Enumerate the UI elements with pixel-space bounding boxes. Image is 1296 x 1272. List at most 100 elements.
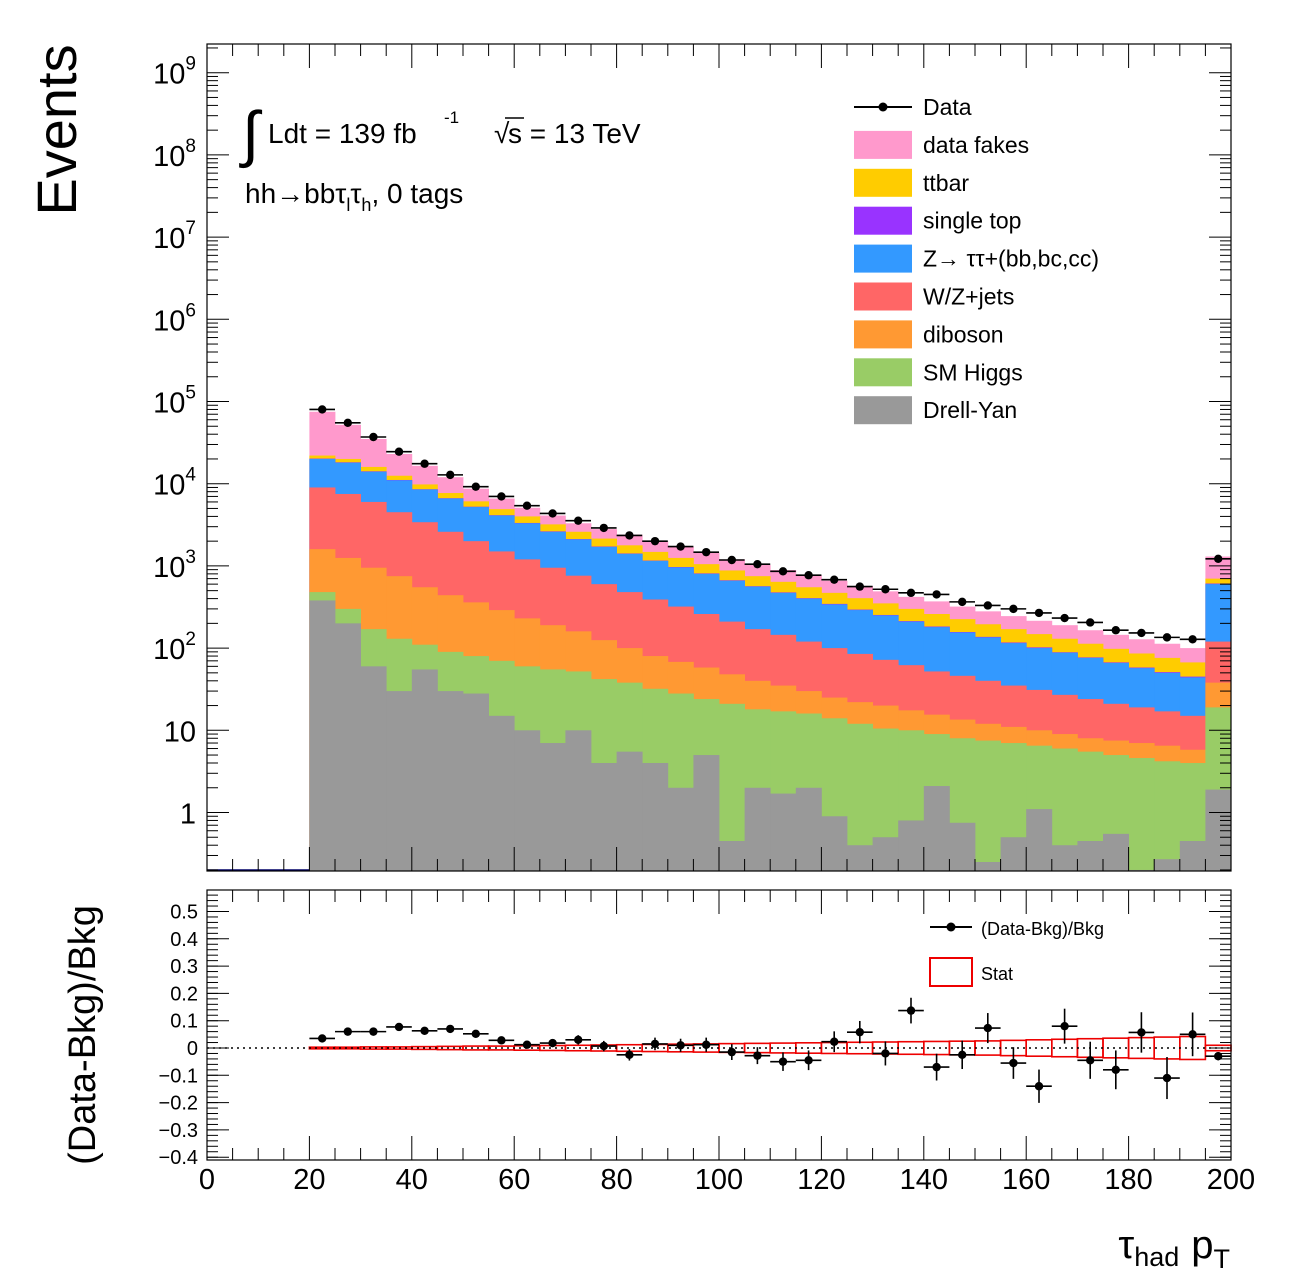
data-point bbox=[318, 405, 327, 414]
y-tick-label: 106 bbox=[153, 300, 196, 337]
ratio-point bbox=[778, 1057, 788, 1066]
ratio-legend-label: Stat bbox=[981, 964, 1013, 984]
data-point bbox=[1060, 613, 1069, 623]
x-tick-label: 160 bbox=[1002, 1164, 1050, 1196]
ratio-point bbox=[1214, 1051, 1223, 1061]
energy-text: s = 13 TeV bbox=[508, 118, 641, 149]
y-tick-label: 109 bbox=[153, 54, 196, 91]
data-point bbox=[599, 523, 608, 533]
legend-label: SM Higgs bbox=[923, 359, 1023, 385]
data-point bbox=[1137, 628, 1146, 638]
ratio-point bbox=[855, 1027, 864, 1037]
bar-drell-yan bbox=[847, 845, 873, 871]
ratio-legend-label: (Data-Bkg)/Bkg bbox=[981, 919, 1104, 939]
ratio-point bbox=[1060, 1021, 1069, 1031]
ratio-plot-area bbox=[207, 890, 1231, 1160]
y-tick-label: 10 bbox=[164, 716, 196, 748]
bar-drell-yan bbox=[744, 787, 771, 871]
bar-drell-yan bbox=[565, 730, 592, 871]
y-tick-label: 105 bbox=[153, 383, 196, 420]
data-point bbox=[906, 588, 916, 598]
ratio-point bbox=[471, 1029, 480, 1039]
bar-drell-yan bbox=[642, 763, 669, 871]
bar-drell-yan bbox=[411, 669, 438, 871]
data-point bbox=[804, 571, 813, 580]
ratio-y-tick-label: 0.1 bbox=[170, 1011, 198, 1033]
data-point bbox=[394, 447, 404, 456]
legend-label: data fakes bbox=[923, 132, 1029, 158]
ratio-y-tick-label: −0.4 bbox=[159, 1147, 198, 1169]
ratio-point bbox=[1162, 1073, 1172, 1083]
legend-swatch bbox=[854, 320, 912, 349]
ratio-points bbox=[309, 997, 1231, 1103]
ratio-point bbox=[394, 1022, 404, 1032]
x-tick-label: 140 bbox=[900, 1164, 948, 1196]
bar-drell-yan bbox=[1000, 837, 1027, 871]
bar-drell-yan bbox=[437, 691, 464, 871]
y-tick-label: 102 bbox=[153, 629, 196, 666]
ratio-point bbox=[1009, 1058, 1018, 1068]
y-tick-label: 107 bbox=[153, 218, 196, 255]
main-y-axis-label: Events bbox=[25, 44, 88, 215]
data-point bbox=[471, 482, 480, 491]
data-point bbox=[420, 459, 429, 468]
legend-swatch bbox=[854, 206, 912, 235]
x-tick-label: 60 bbox=[498, 1164, 530, 1196]
data-point bbox=[958, 597, 967, 607]
ratio-legend-marker bbox=[946, 922, 956, 932]
bar-drell-yan bbox=[616, 751, 643, 871]
data-point bbox=[548, 509, 557, 518]
bar-drell-yan bbox=[1154, 859, 1181, 871]
x-tick-label: 80 bbox=[600, 1164, 632, 1196]
ratio-y-tick-label: 0.5 bbox=[170, 902, 198, 924]
bar-drell-yan bbox=[821, 816, 848, 871]
legend-label: Drell-Yan bbox=[923, 397, 1017, 423]
sqrt-symbol: √ bbox=[494, 118, 510, 149]
data-point bbox=[497, 492, 506, 501]
data-point bbox=[574, 516, 583, 525]
ratio-y-tick-label: 0.4 bbox=[170, 929, 198, 951]
data-point bbox=[1214, 554, 1223, 564]
bar-drell-yan bbox=[514, 730, 541, 871]
bar-drell-yan bbox=[335, 623, 361, 871]
ratio-point bbox=[1188, 1030, 1197, 1039]
ratio-legend-swatch bbox=[929, 957, 973, 987]
ratio-legend: (Data-Bkg)/Bkg Stat bbox=[929, 919, 1104, 987]
bar-sm-higgs bbox=[975, 740, 1001, 871]
ratio-point bbox=[369, 1027, 378, 1036]
bar-drell-yan bbox=[923, 786, 950, 871]
ratio-point bbox=[420, 1026, 429, 1036]
bar-drell-yan bbox=[770, 793, 797, 871]
ratio-point bbox=[650, 1039, 660, 1049]
ratio-point bbox=[958, 1050, 967, 1060]
lumi-text: Ldt = 139 fb bbox=[268, 118, 417, 149]
legend-label: ttbar bbox=[923, 170, 969, 196]
ratio-y-tick-label: −0.1 bbox=[159, 1065, 198, 1087]
ratio-point bbox=[881, 1049, 890, 1058]
data-point bbox=[830, 575, 839, 584]
bar-drell-yan bbox=[949, 822, 976, 871]
legend-label: W/Z+jets bbox=[923, 284, 1014, 310]
ratio-y-tick-label: 0.2 bbox=[170, 983, 198, 1005]
legend-swatch bbox=[854, 130, 912, 159]
legend-swatch bbox=[854, 244, 912, 273]
lumi-superscript: -1 bbox=[444, 108, 459, 127]
lumi-annotation: ∫ Ldt = 139 fb -1 √ s = 13 TeV bbox=[239, 100, 641, 169]
bar-drell-yan bbox=[309, 600, 336, 871]
data-point bbox=[778, 567, 788, 576]
x-axis-label: τhad pT bbox=[1118, 1223, 1230, 1272]
ratio-point bbox=[932, 1062, 941, 1072]
channel-annotation: hh→bbτlτh, 0 tags bbox=[245, 178, 463, 215]
data-point bbox=[983, 601, 992, 610]
data-point bbox=[343, 418, 352, 428]
data-point bbox=[1034, 608, 1044, 618]
data-point bbox=[702, 547, 711, 557]
legend-marker bbox=[878, 102, 888, 112]
bar-drell-yan bbox=[1179, 841, 1206, 871]
ratio-point bbox=[1111, 1065, 1121, 1075]
bar-drell-yan bbox=[1051, 845, 1078, 871]
ratio-point bbox=[983, 1023, 992, 1033]
data-point bbox=[855, 582, 864, 591]
main-axes: 1 10 102 103 104 105 106 107 108 109 bbox=[153, 44, 1232, 871]
